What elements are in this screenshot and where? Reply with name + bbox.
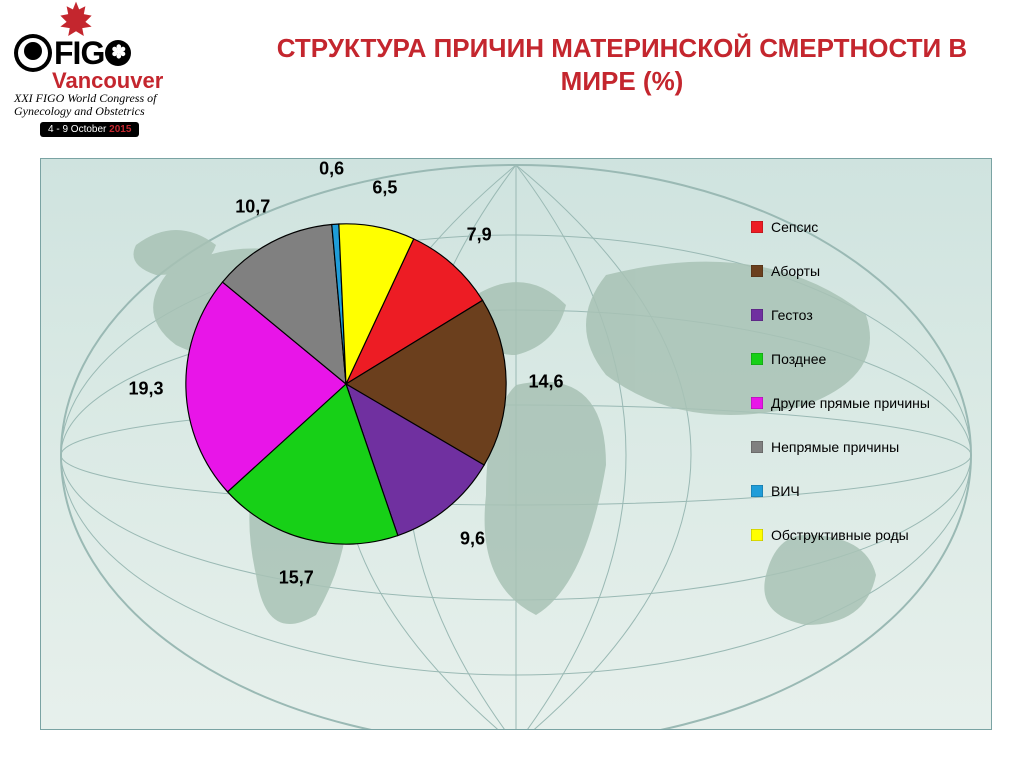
pie-data-label: 14,6 bbox=[528, 372, 563, 393]
pie-data-label: 19,3 bbox=[129, 378, 164, 399]
legend-label: Другие прямые причины bbox=[771, 395, 930, 411]
legend-item: Позднее bbox=[751, 351, 971, 367]
chart-title: СТРУКТУРА ПРИЧИН МАТЕРИНСКОЙ СМЕРТНОСТИ … bbox=[240, 32, 1004, 97]
congress-line1: XXI FIGO World Congress of bbox=[14, 91, 156, 105]
logo-row: FIG bbox=[14, 34, 132, 72]
legend-item: Обструктивные роды bbox=[751, 527, 971, 543]
legend-item: Гестоз bbox=[751, 307, 971, 323]
pie-data-label: 0,6 bbox=[319, 159, 344, 180]
legend-swatch bbox=[751, 441, 763, 453]
legend: Сепсис Аборты Гестоз Позднее Другие прямые п… bbox=[751, 219, 971, 571]
legend-label: Аборты bbox=[771, 263, 820, 279]
legend-item: Другие прямые причины bbox=[751, 395, 971, 411]
pie-data-label: 10,7 bbox=[235, 197, 270, 218]
pie-data-label: 9,6 bbox=[460, 528, 485, 549]
legend-swatch bbox=[751, 397, 763, 409]
figo-logo: FIG Vancouver XXI FIGO World Congress of… bbox=[8, 0, 228, 120]
legend-item: Аборты bbox=[751, 263, 971, 279]
mother-child-icon bbox=[14, 34, 52, 72]
logo-dates: 4 - 9 October 2015 bbox=[40, 122, 139, 137]
legend-swatch bbox=[751, 309, 763, 321]
pie-chart: 7,914,69,615,719,310,70,66,5 bbox=[181, 219, 511, 549]
legend-item: Непрямые причины bbox=[751, 439, 971, 455]
legend-swatch bbox=[751, 485, 763, 497]
legend-label: Позднее bbox=[771, 351, 826, 367]
legend-swatch bbox=[751, 265, 763, 277]
legend-label: Сепсис bbox=[771, 219, 818, 235]
pie-data-label: 7,9 bbox=[467, 224, 492, 245]
legend-item: Сепсис bbox=[751, 219, 971, 235]
chart-area: 7,914,69,615,719,310,70,66,5 СепсисАборт… bbox=[40, 158, 992, 730]
legend-label: Обструктивные роды bbox=[771, 527, 909, 543]
pie-data-label: 15,7 bbox=[279, 567, 314, 588]
legend-swatch bbox=[751, 353, 763, 365]
pie-svg bbox=[181, 219, 511, 549]
legend-label: Гестоз bbox=[771, 307, 813, 323]
legend-item: ВИЧ bbox=[751, 483, 971, 499]
congress-line2: Gynecology and Obstetrics bbox=[14, 104, 145, 118]
page: FIG Vancouver XXI FIGO World Congress of… bbox=[0, 0, 1024, 767]
legend-label: Непрямые причины bbox=[771, 439, 899, 455]
legend-swatch bbox=[751, 221, 763, 233]
logo-congress: XXI FIGO World Congress of Gynecology an… bbox=[14, 92, 156, 118]
pie-data-label: 6,5 bbox=[372, 177, 397, 198]
globe-icon bbox=[105, 40, 131, 66]
legend-swatch bbox=[751, 529, 763, 541]
legend-label: ВИЧ bbox=[771, 483, 800, 499]
logo-text: FIG bbox=[54, 35, 132, 72]
